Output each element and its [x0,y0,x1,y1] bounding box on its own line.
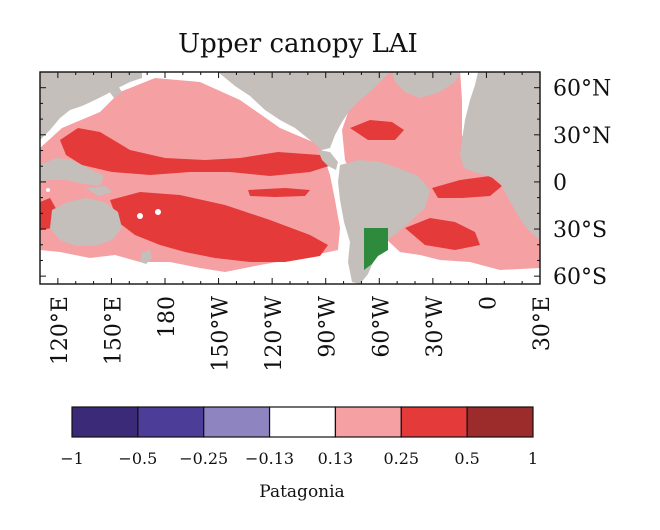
lon-tick-label: 60°W [369,296,394,358]
lat-tick-label: 60°S [553,265,607,290]
north-atlantic-red-patch [350,120,404,140]
colorbar-bin [268,406,337,438]
neutral-spot [137,213,143,219]
lon-tick-label: 0 [476,296,501,310]
colorbar-caption: Patagonia [259,482,344,502]
colorbar-tick-labels: −1 −0.5 −0.25 −0.13 0.13 0.25 0.5 1 [60,449,538,468]
equatorial-red-streak [248,188,310,197]
map-panel [39,71,541,285]
land-new-zealand [140,250,152,264]
colorbar-bin [71,406,139,438]
north-pacific-red-band [60,128,332,176]
colorbar-tick-label: 0.25 [383,449,419,468]
patagonia-region [364,228,388,270]
colorbar-bin [203,406,271,438]
land-australia [50,198,122,246]
lon-tick-label: 30°W [423,296,448,358]
colorbar-bin [466,406,534,438]
latitude-axis: 60°N 30°N 0 30°S 60°S [40,77,611,290]
colorbar-tick-label: 0.5 [454,449,479,468]
colorbar-bin [137,406,205,438]
lat-tick-label: 30°S [553,218,607,243]
land-korea-japan [108,86,122,98]
colorbar-tick-label: −0.13 [245,449,294,468]
land-new-guinea [86,186,112,196]
colorbar-tick-label: −1 [60,449,84,468]
lat-tick-label: 0 [553,171,567,196]
land-maritime-continent [40,158,104,186]
colorbar [71,406,534,438]
land-greenland [392,72,460,98]
neutral-spot [46,188,50,192]
lon-tick-label: 90°W [316,296,341,358]
lat-tick-label: 30°N [553,124,611,149]
land-central-america [318,150,338,170]
colorbar-tick-label: 0.13 [318,449,354,468]
land-south-america [338,160,430,284]
land-europe-africa [460,72,540,240]
land-alaska-north-america [218,72,390,150]
land-asia [40,72,142,140]
colorbar-tick-label: −0.5 [118,449,157,468]
colorbar-bin [400,406,468,438]
land-masses [40,72,540,284]
colorbar-bin [334,406,402,438]
lon-tick-label: 120°W [262,296,287,372]
lon-tick-label: 120°E [48,296,73,365]
colorbar-tick-label: −0.25 [179,449,228,468]
lon-tick-label: 30°E [530,296,555,351]
lat-tick-label: 60°N [553,77,611,102]
longitude-axis: 120°E 150°E 180 150°W 120°W 90°W 60°W 30°W 0 30°E [39,72,555,372]
south-atlantic-red-patch [405,218,480,250]
neutral-spot [155,209,161,215]
colorbar-tick-label: 1 [528,449,538,468]
lon-tick-label: 180 [155,296,180,338]
lon-tick-label: 150°W [209,296,234,372]
neutral-spots [46,188,161,219]
tropical-atlantic-red-band [432,176,502,198]
south-pacific-red-tongue [110,192,328,262]
map-title: Upper canopy LAI [178,29,418,59]
lon-tick-label: 150°E [101,296,126,365]
